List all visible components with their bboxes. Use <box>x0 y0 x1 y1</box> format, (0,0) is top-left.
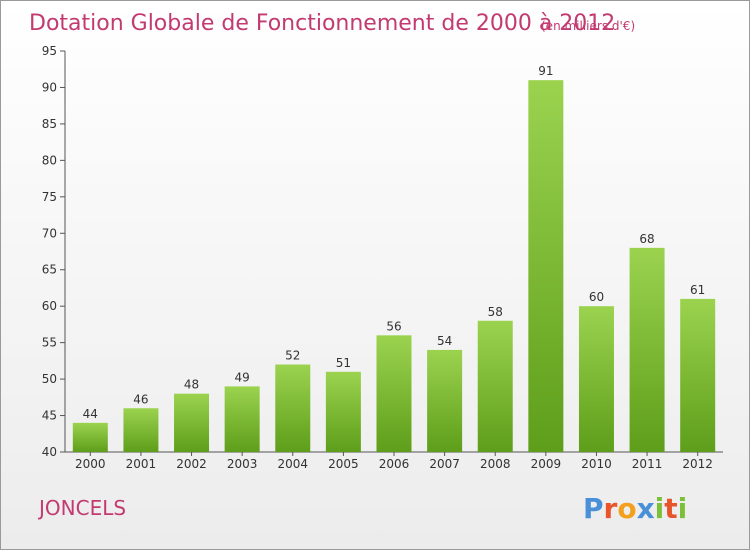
bar <box>325 371 361 452</box>
bar-value-label: 51 <box>336 356 351 370</box>
bar <box>174 393 210 452</box>
bar <box>578 306 614 452</box>
x-tick-label: 2005 <box>328 457 359 471</box>
x-tick-label: 2002 <box>176 457 207 471</box>
bar-value-label: 60 <box>589 290 604 304</box>
x-tick-label: 2000 <box>75 457 106 471</box>
bar-value-label: 44 <box>83 407 98 421</box>
y-tick-label: 75 <box>42 190 57 204</box>
x-tick-label: 2006 <box>379 457 410 471</box>
bar <box>72 422 108 452</box>
x-tick-label: 2007 <box>429 457 460 471</box>
bar-value-label: 58 <box>488 305 503 319</box>
logo-letter: o <box>617 492 636 525</box>
y-tick-label: 80 <box>42 153 57 167</box>
y-tick-label: 90 <box>42 80 57 94</box>
x-tick-label: 2008 <box>480 457 511 471</box>
y-tick-label: 50 <box>42 372 57 386</box>
y-tick-label: 95 <box>42 44 57 58</box>
proxiti-logo: Proxiti <box>583 492 687 525</box>
bar <box>427 349 463 452</box>
bar <box>123 408 159 452</box>
y-tick-label: 85 <box>42 117 57 131</box>
bar <box>528 80 564 452</box>
bar <box>376 335 412 452</box>
y-tick-label: 40 <box>42 445 57 459</box>
bar-value-label: 68 <box>639 232 654 246</box>
logo-letter: i <box>678 492 688 525</box>
logo-letter: i <box>655 492 665 525</box>
bar-value-label: 48 <box>184 378 199 392</box>
bar-value-label: 61 <box>690 283 705 297</box>
y-tick-label: 65 <box>42 263 57 277</box>
y-tick-label: 60 <box>42 299 57 313</box>
bar-value-label: 56 <box>386 319 401 333</box>
chart-subtitle: (en milliers d'€) <box>541 19 635 33</box>
bar-value-label: 49 <box>235 370 250 384</box>
bar <box>629 247 665 452</box>
x-tick-label: 2001 <box>126 457 157 471</box>
bar <box>477 320 513 452</box>
x-tick-label: 2003 <box>227 457 258 471</box>
chart-title: Dotation Globale de Fonctionnement de 20… <box>29 11 615 36</box>
bar-value-label: 91 <box>538 64 553 78</box>
logo-letter: r <box>604 492 618 525</box>
logo-letter: t <box>664 492 677 525</box>
x-tick-label: 2004 <box>277 457 308 471</box>
commune-name: JONCELS <box>37 496 126 520</box>
x-tick-label: 2012 <box>682 457 713 471</box>
x-tick-label: 2009 <box>531 457 562 471</box>
bars: 44 2000 46 2001 48 2002 49 2003 52 2004 51 2005 56 20… <box>72 64 716 471</box>
bar-value-label: 52 <box>285 349 300 363</box>
bar <box>224 386 260 452</box>
x-tick-label: 2010 <box>581 457 612 471</box>
logo-letter: P <box>583 492 604 525</box>
bar <box>680 298 716 452</box>
y-tick-label: 55 <box>42 336 57 350</box>
bar-value-label: 54 <box>437 334 452 348</box>
x-tick-label: 2011 <box>632 457 663 471</box>
bar <box>275 364 311 452</box>
bar-value-label: 46 <box>133 392 148 406</box>
y-tick-label: 70 <box>42 226 57 240</box>
y-tick-label: 45 <box>42 409 57 423</box>
logo-letter: x <box>637 492 655 525</box>
